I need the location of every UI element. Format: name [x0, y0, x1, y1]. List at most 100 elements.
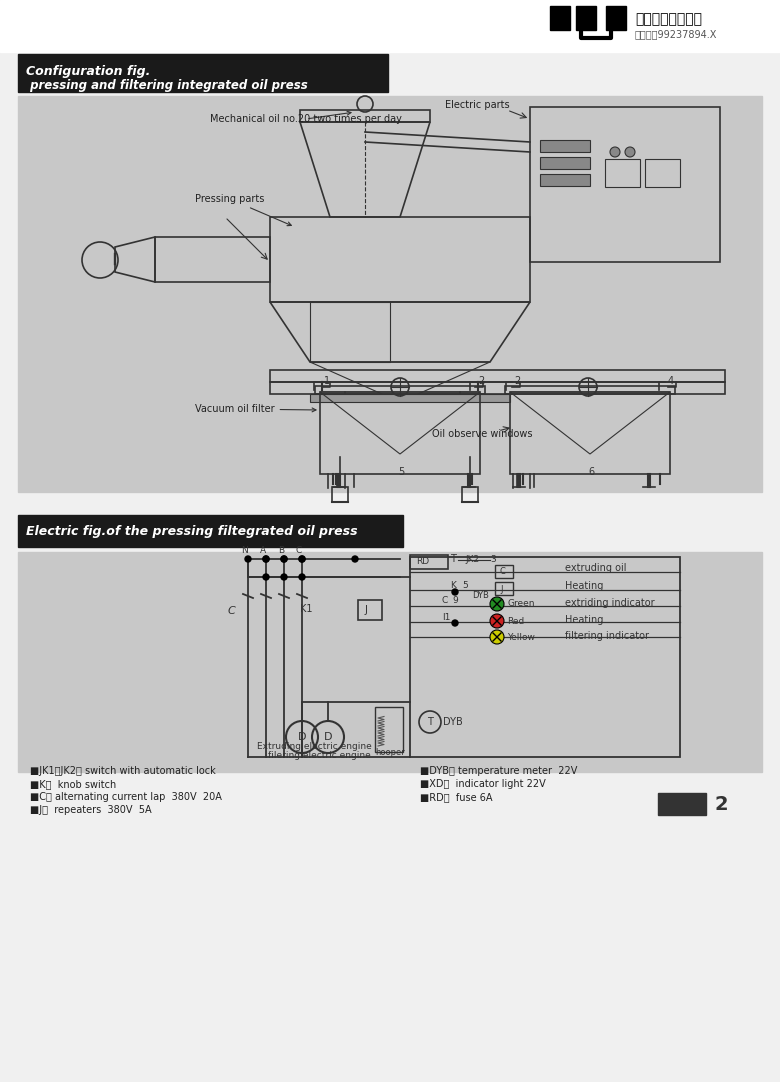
- Bar: [0, 494, 780, 512]
- Text: 6: 6: [588, 467, 594, 477]
- Circle shape: [452, 589, 458, 595]
- Text: J: J: [364, 605, 367, 615]
- Bar: [540, 157, 590, 169]
- Bar: [410, 555, 448, 569]
- Bar: [495, 582, 513, 595]
- Text: ■DYB： temperature meter  22V: ■DYB： temperature meter 22V: [420, 766, 577, 776]
- Bar: [270, 370, 725, 382]
- Text: 2: 2: [478, 377, 484, 386]
- Text: N: N: [242, 546, 248, 555]
- Text: 5: 5: [462, 581, 468, 590]
- Circle shape: [245, 556, 251, 562]
- Bar: [358, 601, 382, 620]
- Bar: [0, 0, 780, 52]
- Text: Configuration fig.: Configuration fig.: [26, 66, 151, 79]
- Text: 1: 1: [324, 377, 330, 386]
- Bar: [270, 382, 725, 394]
- Text: 专利号：99237894.X: 专利号：99237894.X: [635, 29, 718, 39]
- Text: I1: I1: [442, 613, 450, 622]
- Circle shape: [281, 556, 287, 562]
- Bar: [310, 394, 510, 403]
- Text: 2: 2: [514, 377, 520, 386]
- Text: 溺滤一体化榨油机: 溺滤一体化榨油机: [635, 12, 702, 26]
- Text: Pressing parts: Pressing parts: [195, 194, 291, 226]
- Bar: [462, 487, 478, 502]
- Bar: [18, 552, 762, 771]
- Bar: [332, 487, 348, 502]
- Text: C: C: [500, 567, 506, 577]
- Circle shape: [281, 573, 287, 580]
- Bar: [310, 302, 390, 362]
- Text: Heating: Heating: [565, 615, 604, 625]
- Bar: [645, 159, 680, 187]
- Bar: [510, 392, 670, 474]
- Bar: [576, 6, 596, 30]
- Bar: [18, 96, 762, 492]
- Bar: [270, 217, 530, 302]
- Bar: [530, 107, 720, 262]
- Circle shape: [299, 556, 305, 562]
- Text: 2: 2: [715, 794, 729, 814]
- Text: Yellow: Yellow: [507, 633, 535, 642]
- Circle shape: [263, 556, 269, 562]
- Circle shape: [299, 556, 305, 562]
- Text: DYB: DYB: [472, 591, 489, 601]
- Text: ■C： alternating current lap  380V  20A: ■C： alternating current lap 380V 20A: [30, 792, 222, 802]
- Text: 4: 4: [668, 377, 674, 386]
- Bar: [18, 54, 388, 92]
- Bar: [155, 237, 270, 282]
- Bar: [550, 6, 570, 30]
- Bar: [495, 565, 513, 578]
- Bar: [658, 793, 706, 815]
- Text: T: T: [450, 554, 456, 564]
- Text: C: C: [296, 546, 302, 555]
- Bar: [505, 386, 675, 394]
- Bar: [300, 110, 430, 122]
- Circle shape: [490, 630, 504, 644]
- Circle shape: [452, 620, 458, 626]
- Circle shape: [610, 147, 620, 157]
- Circle shape: [625, 147, 635, 157]
- Text: Green: Green: [507, 599, 534, 608]
- Circle shape: [490, 613, 504, 628]
- Text: Heating: Heating: [565, 581, 604, 591]
- Bar: [315, 386, 485, 394]
- Text: RD: RD: [416, 557, 429, 567]
- Bar: [410, 557, 680, 757]
- Text: A: A: [260, 546, 266, 555]
- Bar: [540, 140, 590, 151]
- Bar: [606, 6, 626, 30]
- Circle shape: [263, 573, 269, 580]
- Text: Red: Red: [507, 617, 524, 625]
- Bar: [375, 707, 403, 752]
- Text: D: D: [324, 733, 332, 742]
- Bar: [540, 174, 590, 186]
- Text: Extruding electric engine: Extruding electric engine: [257, 742, 372, 751]
- Text: C: C: [228, 606, 236, 616]
- Text: K1: K1: [300, 604, 313, 613]
- Text: J: J: [500, 584, 502, 594]
- Text: T: T: [427, 717, 433, 727]
- Text: hooper: hooper: [375, 748, 405, 757]
- Text: ■JK1、JK2： switch with automatic lock: ■JK1、JK2： switch with automatic lock: [30, 766, 216, 776]
- Text: K: K: [450, 581, 456, 590]
- Circle shape: [281, 556, 287, 562]
- Text: ■J：  repeaters  380V  5A: ■J： repeaters 380V 5A: [30, 805, 151, 815]
- Text: Electric parts: Electric parts: [445, 100, 509, 110]
- Text: Mechanical oil no.20 two times per day: Mechanical oil no.20 two times per day: [210, 111, 402, 124]
- Circle shape: [263, 556, 269, 562]
- Text: 9: 9: [452, 596, 458, 605]
- Text: filtering indicator: filtering indicator: [565, 631, 649, 641]
- Text: JK2: JK2: [465, 555, 479, 564]
- Circle shape: [352, 556, 358, 562]
- Text: Vacuum oil filter: Vacuum oil filter: [195, 404, 316, 414]
- Text: ■K：  knob switch: ■K： knob switch: [30, 779, 116, 789]
- Text: Electric fig.of the pressing filtegrated oil press: Electric fig.of the pressing filtegrated…: [26, 525, 357, 538]
- Bar: [18, 515, 403, 547]
- Circle shape: [490, 597, 504, 611]
- Text: ■XD：  indicator light 22V: ■XD： indicator light 22V: [420, 779, 546, 789]
- Text: extruding oil: extruding oil: [565, 563, 626, 573]
- Text: Oil observe windows: Oil observe windows: [432, 428, 533, 439]
- Bar: [320, 392, 480, 474]
- Text: B: B: [278, 546, 284, 555]
